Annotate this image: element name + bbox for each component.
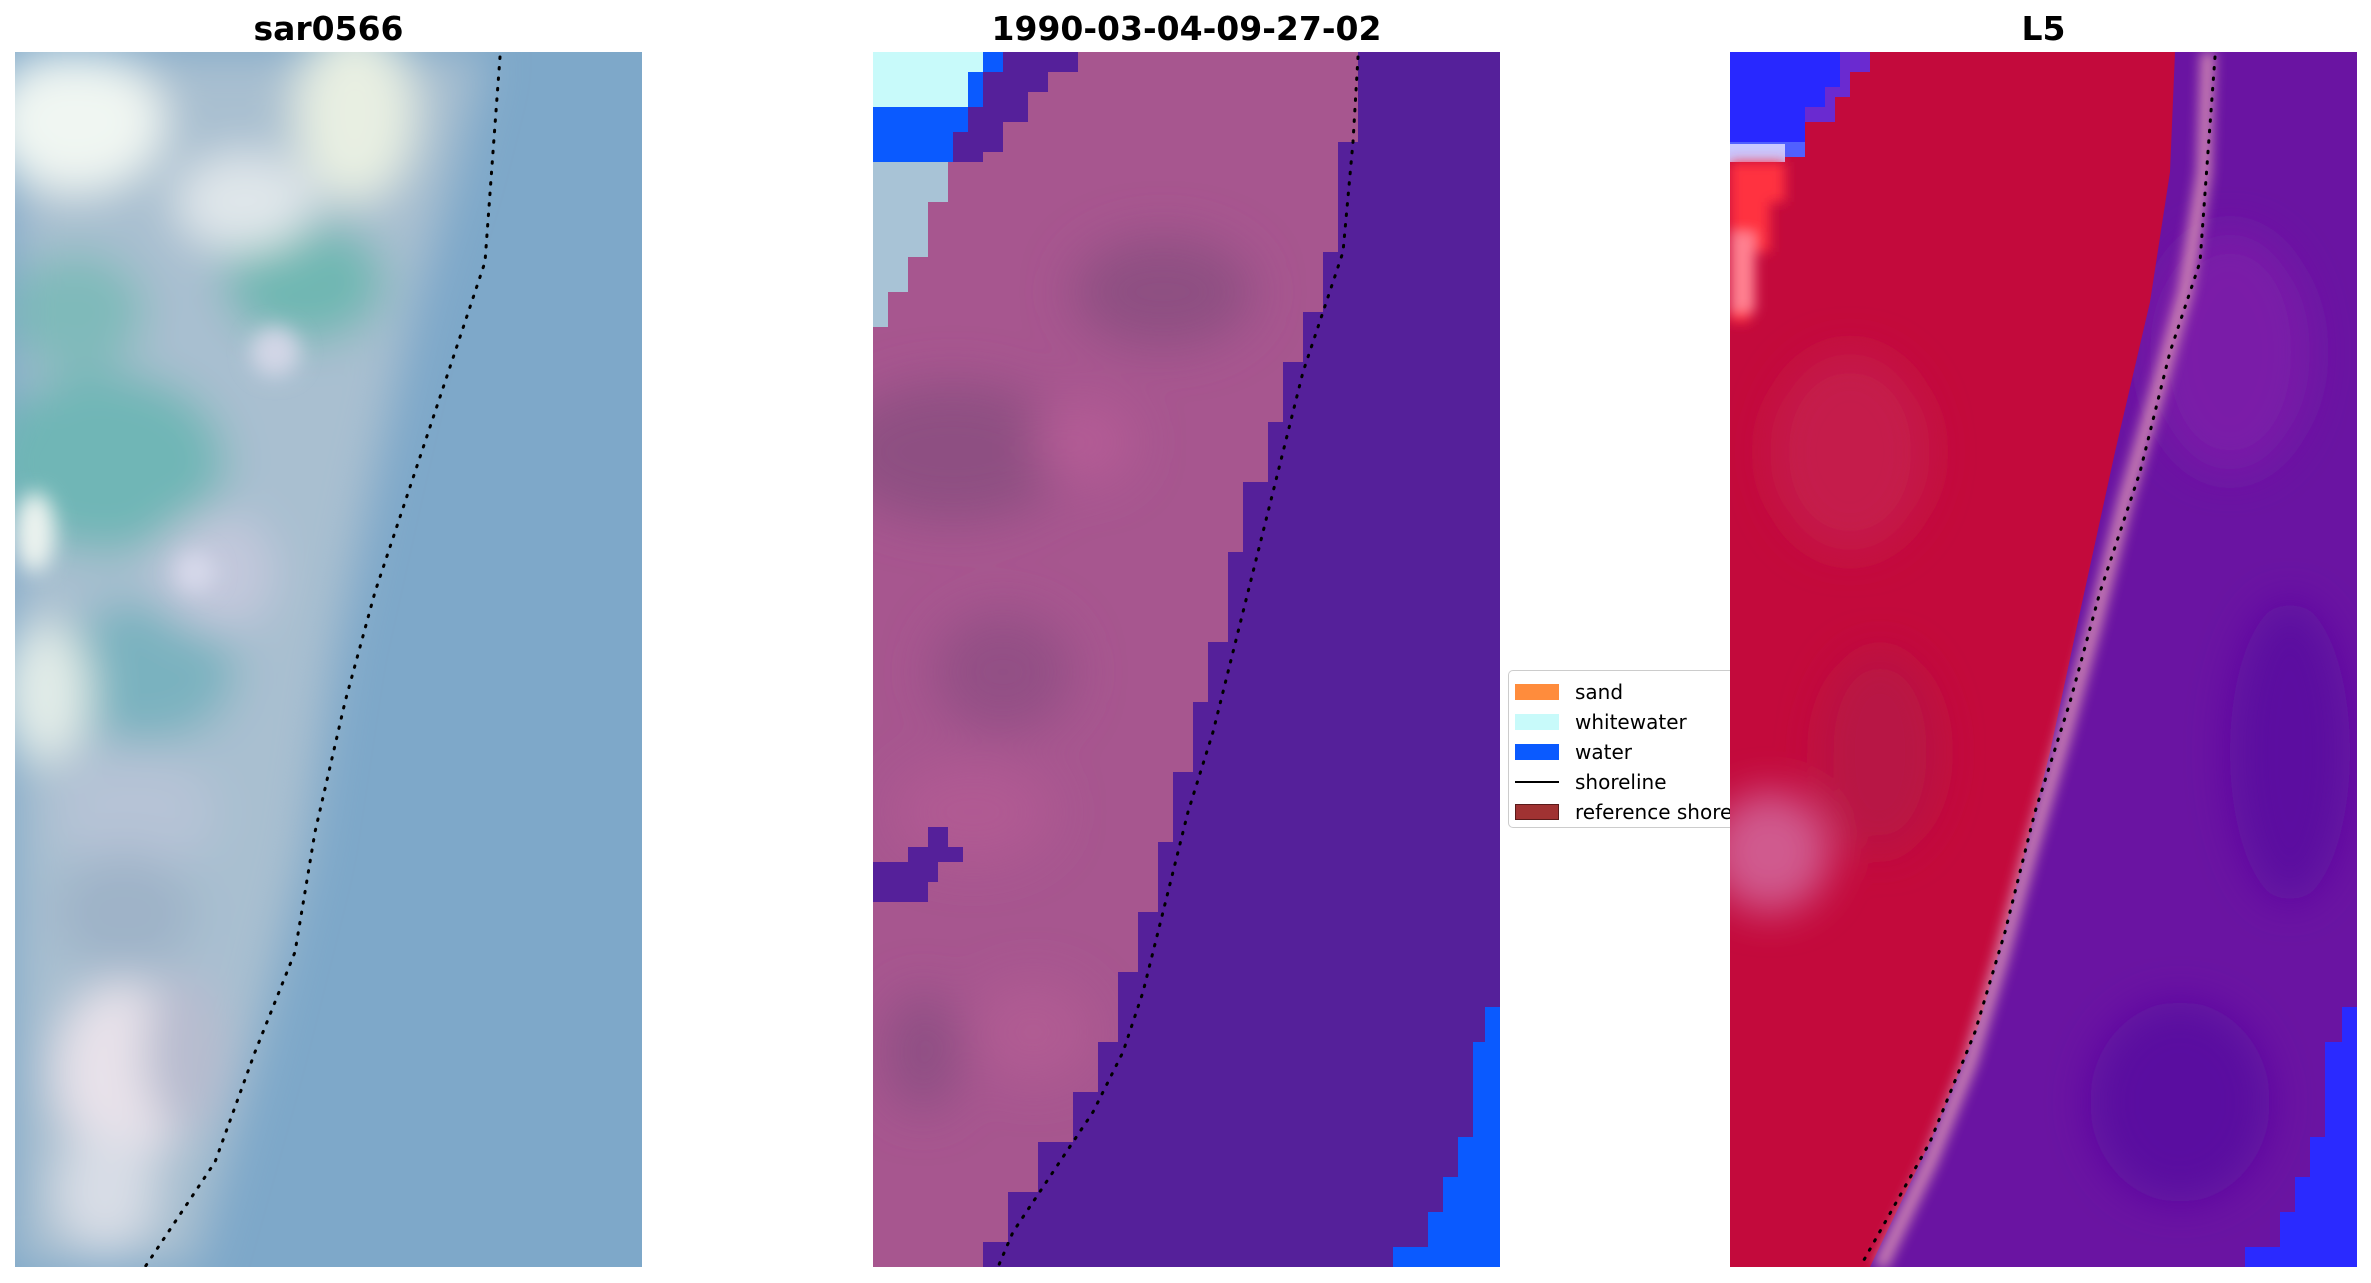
legend-label-water: water (1575, 740, 1632, 764)
panel-title-rgb: sar0566 (253, 9, 404, 48)
legend-label-shoreline: shoreline (1575, 770, 1667, 794)
shoreline-dotted (143, 55, 502, 1267)
legend-item-shoreline: shoreline (1515, 767, 1730, 797)
legend-item-reference-shoreline: reference shoreline (1515, 797, 1730, 827)
legend-item-whitewater: whitewater (1515, 707, 1730, 737)
legend-label-reference-shoreline: reference shoreline (1575, 800, 1730, 824)
class-water-patch (873, 827, 963, 902)
class-whitewater-edge (873, 162, 948, 327)
legend-line-shoreline (1515, 781, 1559, 783)
water-index-image (1730, 52, 2357, 1267)
legend: sand whitewater water shoreline referenc… (1508, 670, 1730, 828)
legend-label-whitewater: whitewater (1575, 710, 1687, 734)
legend-item-sand: sand (1515, 677, 1730, 707)
class-water-block (873, 107, 968, 162)
index-shoreline-edge (1873, 52, 2215, 1267)
legend-item-water: water (1515, 737, 1730, 767)
rgb-image (15, 52, 642, 1267)
legend-swatch-whitewater (1515, 714, 1559, 730)
legend-swatch-reference-shoreline (1515, 804, 1559, 820)
panel-title-index: L5 (2021, 9, 2066, 48)
class-water-blue-region (1393, 1007, 1500, 1267)
classification-panel (873, 52, 1500, 1267)
legend-swatch-water (1515, 744, 1559, 760)
legend-label-sand: sand (1575, 680, 1624, 704)
class-water-block-small (983, 52, 1003, 72)
index-blue-region-bottom (2245, 1007, 2357, 1267)
classification-image (873, 52, 1500, 1267)
panel-title-classification: 1990-03-04-09-27-02 (991, 9, 1382, 48)
shoreline-dotted-index (1858, 55, 2217, 1267)
water-index-panel (1730, 52, 2357, 1267)
index-blue-region-top (1730, 52, 1840, 142)
rgb-image-panel (15, 52, 642, 1267)
legend-swatch-sand (1515, 684, 1559, 700)
shoreline-dotted-classification (996, 55, 1360, 1267)
